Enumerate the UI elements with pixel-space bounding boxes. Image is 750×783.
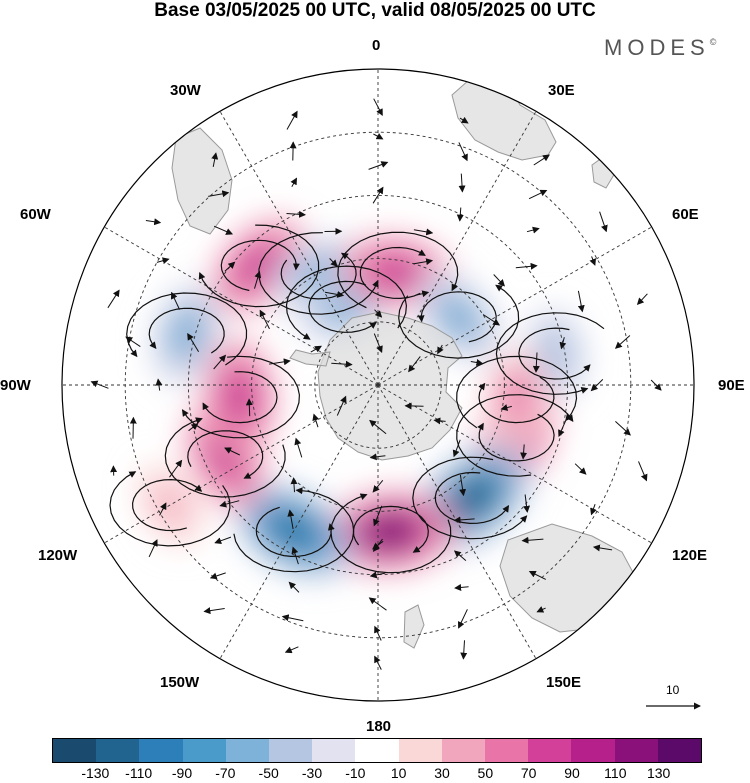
lon-label-150e: 150E <box>546 675 581 691</box>
colorbar <box>52 738 702 763</box>
lon-label-120e: 120E <box>672 548 707 564</box>
lon-label-90e: 90E <box>718 378 745 394</box>
colorbar-tick-label: -50 <box>259 765 279 781</box>
colorbar-swatch <box>528 739 571 762</box>
lon-label-60e: 60E <box>672 207 699 223</box>
colorbar-tick-label: 130 <box>647 765 670 781</box>
colorbar-tick-label: 50 <box>478 765 494 781</box>
lon-label-90w: 90W <box>0 378 31 394</box>
colorbar-swatch <box>183 739 226 762</box>
lon-label-30w: 30W <box>170 83 201 99</box>
colorbar-tick-label: 90 <box>564 765 580 781</box>
colorbar-ticks: -130 -110 -90 -70 -50 -30 -10 10 30 50 70 90 110 130 <box>52 765 702 783</box>
colorbar-swatch <box>226 739 269 762</box>
colorbar-swatch <box>615 739 658 762</box>
colorbar-tick-label: -70 <box>215 765 235 781</box>
colorbar-swatch <box>139 739 182 762</box>
lon-label-120w: 120W <box>38 548 77 564</box>
polar-map <box>0 0 750 735</box>
lon-label-180: 180 <box>366 719 391 735</box>
lon-label-150w: 150W <box>160 675 199 691</box>
colorbar-swatch <box>485 739 528 762</box>
lon-label-60w: 60W <box>20 207 51 223</box>
colorbar-swatch <box>571 739 614 762</box>
colorbar-swatch <box>442 739 485 762</box>
colorbar-tick-label: -110 <box>125 765 152 781</box>
colorbar-swatch <box>96 739 139 762</box>
wind-arrow <box>249 399 250 416</box>
colorbar-tick-label: -130 <box>81 765 109 781</box>
colorbar-tick-label: 10 <box>391 765 407 781</box>
reference-vector-label: 10 <box>666 683 679 697</box>
colorbar-swatch <box>312 739 355 762</box>
colorbar-swatch <box>53 739 96 762</box>
colorbar-tick-label: -10 <box>345 765 365 781</box>
colorbar-swatch <box>269 739 312 762</box>
antarctica <box>318 312 462 460</box>
colorbar-swatch <box>658 739 701 762</box>
colorbar-swatch <box>399 739 442 762</box>
colorbar-swatch <box>355 739 398 762</box>
colorbar-tick-label: 70 <box>521 765 537 781</box>
lon-label-0: 0 <box>372 38 380 54</box>
lon-label-30e: 30E <box>548 83 575 99</box>
colorbar-tick-label: -30 <box>302 765 322 781</box>
colorbar-tick-label: 110 <box>604 765 626 781</box>
wind-arrow <box>406 406 424 407</box>
colorbar-tick-label: 30 <box>434 765 450 781</box>
colorbar-tick-label: -90 <box>172 765 192 781</box>
